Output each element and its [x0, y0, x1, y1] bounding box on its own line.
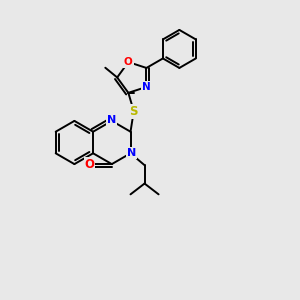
- Text: N: N: [107, 115, 116, 125]
- Text: N: N: [142, 82, 151, 92]
- Text: S: S: [130, 105, 138, 118]
- Text: N: N: [127, 148, 136, 158]
- Text: O: O: [85, 158, 94, 171]
- Text: O: O: [124, 57, 133, 67]
